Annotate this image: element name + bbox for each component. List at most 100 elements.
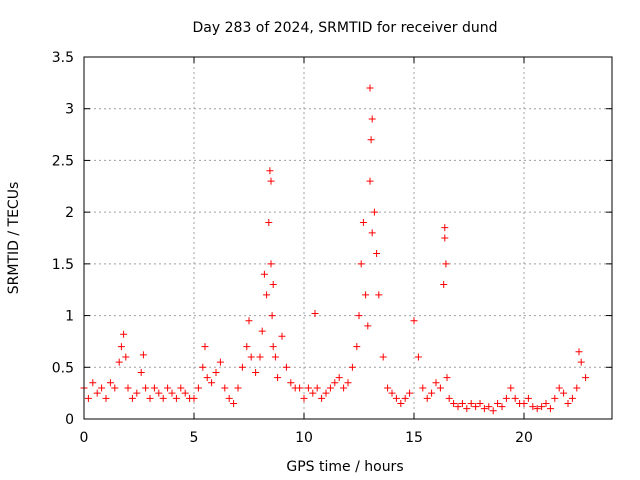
data-point [335, 374, 343, 382]
data-point [201, 343, 209, 351]
data-point [454, 403, 462, 411]
data-point [142, 384, 150, 392]
data-point [269, 343, 277, 351]
data-point [355, 312, 363, 320]
data-point [445, 394, 453, 402]
data-point [582, 374, 590, 382]
data-point [93, 389, 101, 397]
data-point [450, 399, 458, 407]
x-tick-label: 15 [405, 430, 423, 446]
data-point [278, 332, 286, 340]
data-point [258, 327, 266, 335]
data-point [406, 389, 414, 397]
data-point [265, 218, 273, 226]
data-point [384, 384, 392, 392]
data-point [485, 403, 493, 411]
data-point [546, 405, 554, 413]
data-point [139, 351, 147, 359]
data-point [225, 394, 233, 402]
data-point [122, 353, 130, 361]
y-tick-label: 1 [65, 309, 74, 325]
data-point [234, 384, 242, 392]
data-point [181, 389, 189, 397]
data-point [436, 384, 444, 392]
data-point [260, 270, 268, 278]
data-point [423, 394, 431, 402]
data-point [115, 358, 123, 366]
data-point [502, 394, 510, 402]
data-point [124, 384, 132, 392]
data-point [564, 399, 572, 407]
data-point [397, 399, 405, 407]
data-point [89, 379, 97, 387]
data-point [177, 384, 185, 392]
data-point [190, 394, 198, 402]
data-point [388, 389, 396, 397]
data-point [106, 379, 114, 387]
y-tick-label: 0 [65, 412, 74, 428]
data-point [252, 368, 260, 376]
data-point [309, 389, 317, 397]
data-point [111, 384, 119, 392]
data-point [555, 384, 563, 392]
data-point [575, 348, 583, 356]
data-point [520, 399, 528, 407]
data-point [243, 343, 251, 351]
data-point [428, 389, 436, 397]
data-point [529, 403, 537, 411]
data-point [216, 358, 224, 366]
data-point [348, 363, 356, 371]
data-point [245, 317, 253, 325]
data-point [467, 399, 475, 407]
y-tick-label: 0.5 [52, 360, 74, 376]
data-point [379, 353, 387, 361]
data-point [340, 384, 348, 392]
axis-ticks: 0 5 10 15 20 0 0.5 1 1.5 2 2.5 3 3.5 [52, 50, 612, 446]
data-point [551, 394, 559, 402]
data-point [322, 389, 330, 397]
data-point [344, 379, 352, 387]
data-point [472, 403, 480, 411]
data-point [410, 317, 418, 325]
data-point [271, 353, 279, 361]
data-point [533, 405, 541, 413]
x-tick-label: 5 [190, 430, 199, 446]
data-point [238, 363, 246, 371]
data-point [458, 399, 466, 407]
data-point [247, 353, 255, 361]
data-point [441, 234, 449, 242]
data-point [212, 368, 220, 376]
data-point [362, 291, 370, 299]
data-point [267, 177, 275, 185]
data-point [440, 281, 448, 289]
data-point [128, 394, 136, 402]
data-point [494, 399, 502, 407]
x-tick-label: 20 [515, 430, 533, 446]
data-point [364, 322, 372, 330]
data-point [375, 291, 383, 299]
data-point [155, 389, 163, 397]
y-tick-label: 2 [65, 205, 74, 221]
data-point [300, 394, 308, 402]
data-point [203, 374, 211, 382]
data-point [368, 229, 376, 237]
data-point [489, 407, 497, 415]
data-point [230, 399, 238, 407]
data-point [311, 310, 319, 318]
data-point [573, 384, 581, 392]
data-point [263, 291, 271, 299]
x-tick-label: 10 [295, 430, 313, 446]
data-point [367, 136, 375, 144]
data-point [296, 384, 304, 392]
data-point [498, 403, 506, 411]
grid-lines [84, 57, 612, 419]
data-point [199, 363, 207, 371]
data-point [268, 312, 276, 320]
data-point [287, 379, 295, 387]
data-point [172, 394, 180, 402]
data-point [401, 394, 409, 402]
data-point [146, 394, 154, 402]
data-point [194, 384, 202, 392]
data-point [463, 405, 471, 413]
